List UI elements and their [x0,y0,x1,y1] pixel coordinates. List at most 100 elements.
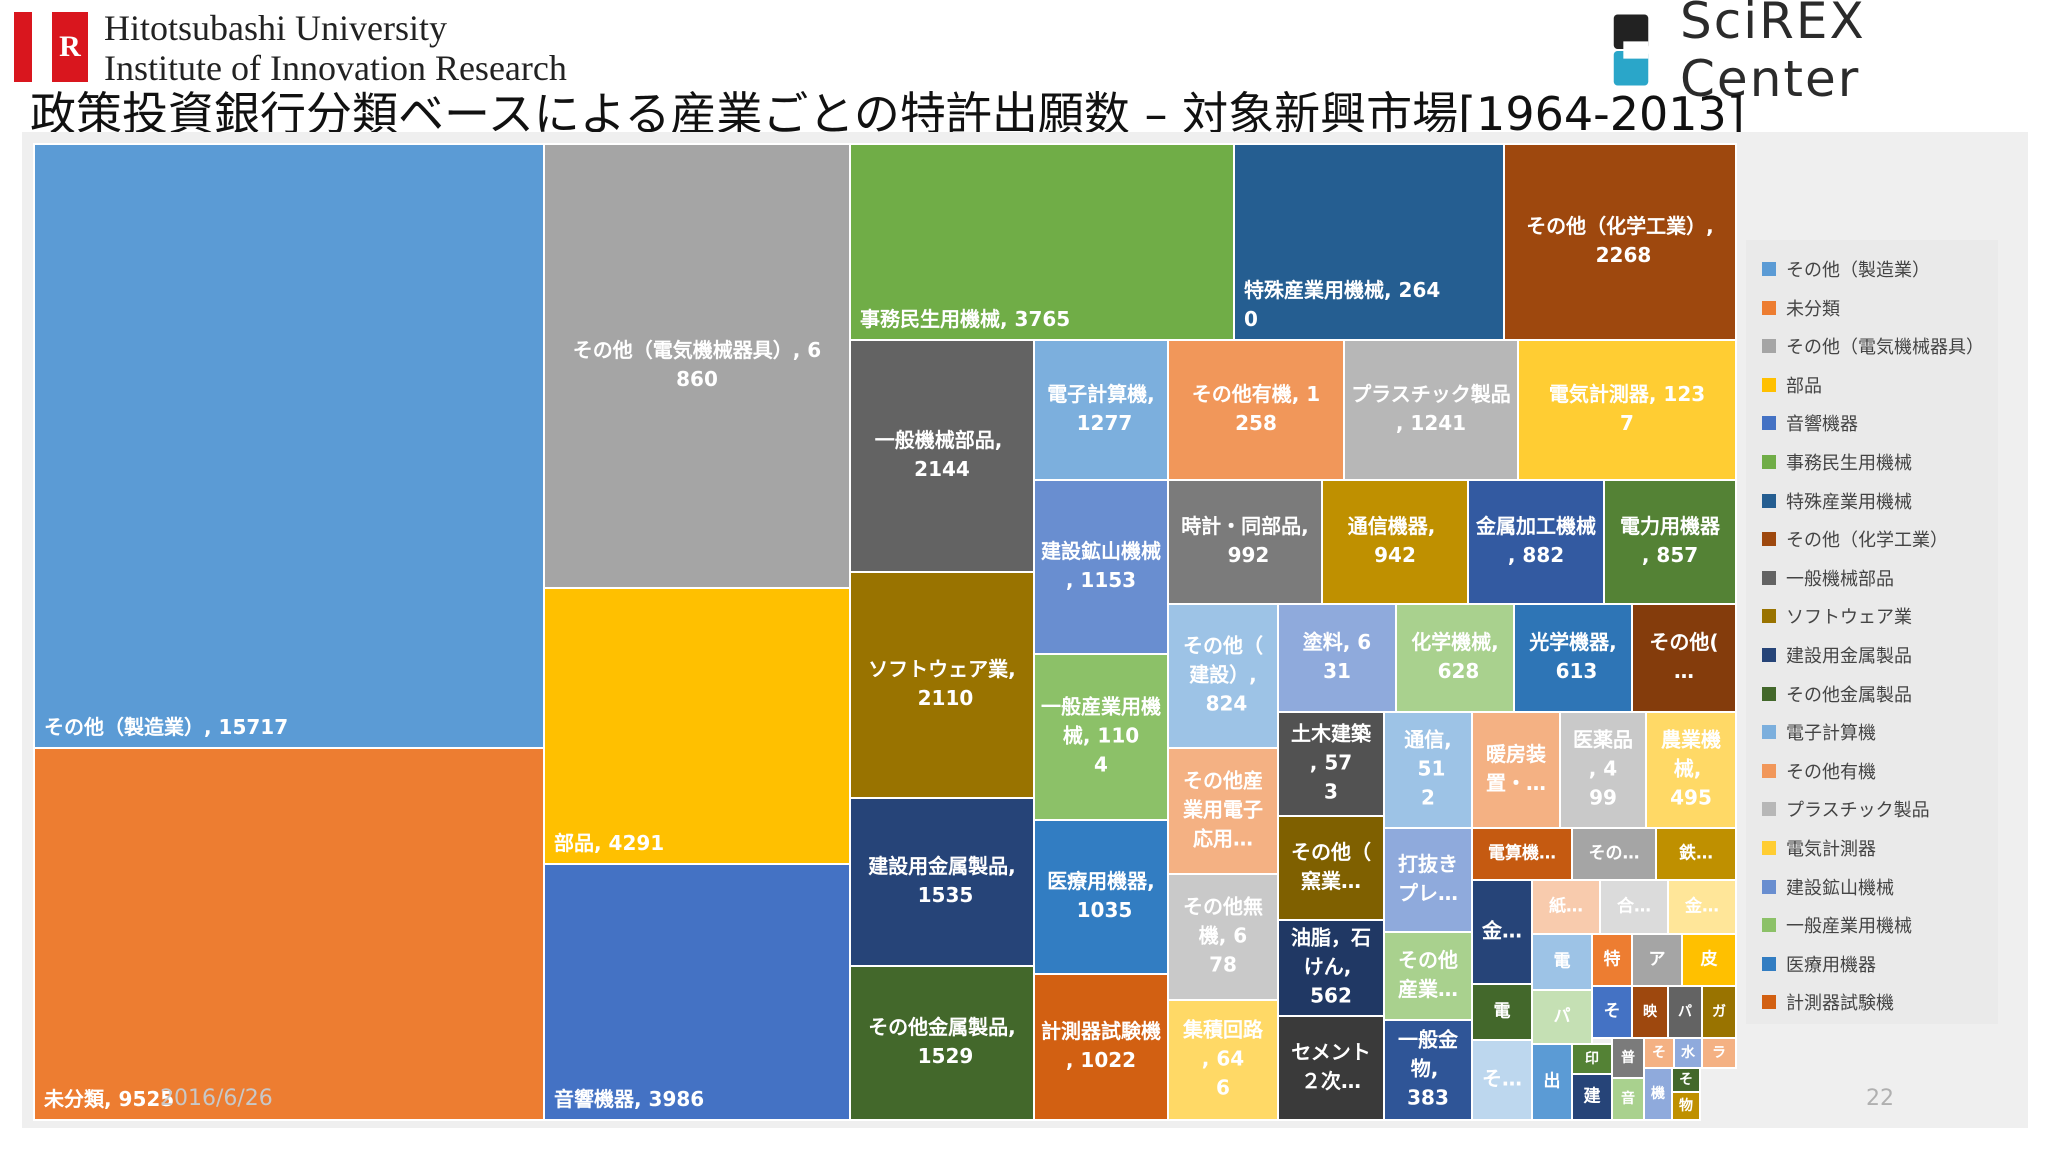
page-number: 22 [1866,1086,1894,1111]
legend-swatch [1762,262,1776,276]
treemap-tile [1383,827,1473,933]
legend-swatch [1762,339,1776,354]
legend-label: その他（化学工業） [1786,530,1948,552]
treemap-tile [1571,1043,1613,1075]
center-name: SciREX Center [1680,0,1866,108]
tile-label: 塗料, 6 31 [1303,630,1371,683]
tile-label: 建 [1584,1086,1601,1107]
legend-item: 未分類 [1762,293,1840,323]
tile-label: その他（製造業）, 15717 [44,715,288,739]
treemap-tile [1167,479,1323,605]
treemap-tile [1671,1091,1701,1121]
legend-label: 音響機器 [1786,414,1858,436]
treemap-tile [543,143,851,589]
tile-label: 計測器試験機, 1022 [1041,1019,1161,1072]
tile-label: 電子計算機, 1277 [1047,382,1155,435]
legend-item: 一般機械部品 [1762,563,1894,593]
tile-label: そ [1652,1045,1666,1061]
tile-label: その他金属製品, 1529 [868,1015,1016,1068]
tile-label: 出 [1544,1071,1561,1092]
tile-label: 土木建築, 57 3 [1291,722,1372,804]
tile-label: ア [1649,950,1666,970]
legend-item: ソフトウェア業 [1762,601,1912,631]
tile-label: 時計・同部品, 992 [1181,514,1309,567]
legend-swatch [1762,493,1776,508]
tile-label: 油脂，石けん, 562 [1291,926,1371,1008]
tile-label: 紙… [1549,896,1583,917]
legend-swatch [1762,956,1776,971]
treemap-tile [543,587,851,865]
treemap-tile [1571,827,1657,881]
slide-date: 2016/6/26 [160,1086,273,1111]
university-name: Hitotsubashi University [104,8,447,48]
legend-label: その他（電気機械器具） [1786,337,1984,359]
tile-label: 合… [1617,896,1651,917]
legend-swatch [1762,609,1776,624]
legend-item: 特殊産業用機械 [1762,486,1912,516]
treemap-tile [849,797,1035,967]
tile-label: 医療用機器, 1035 [1047,869,1155,922]
legend-label: 計測器試験機 [1786,993,1894,1015]
legend-item: 医療用機器 [1762,949,1876,979]
treemap-tile [849,143,1235,341]
treemap-canvas: その他（製造業）, 15717 未分類, 9525 その他（電気機械器具）, 6 86… [33,143,1737,1121]
tile-label: 映 [1643,1004,1658,1020]
tile-label: 音響機器, 3986 [554,1087,704,1111]
treemap-tile [1033,479,1169,655]
tile-label: 事務民生用機械, 3765 [860,307,1070,331]
treemap-tile [1471,1039,1533,1121]
treemap-tile [1643,1037,1675,1069]
treemap-tile [1277,711,1385,817]
scirex-logo: SciREX Center [1608,0,2048,108]
tile-label: 印 [1585,1050,1599,1067]
treemap-tile [33,747,545,1121]
treemap-tile [1467,479,1605,605]
legend-swatch [1762,416,1776,431]
treemap-tile [1513,603,1633,713]
legend-label: その他金属製品 [1786,684,1912,706]
treemap-tile [1673,1037,1703,1069]
tile-label: 通信機器, 942 [1348,514,1443,567]
tile-label: 音 [1621,1090,1635,1107]
tile-label: 一般機械部品, 2144 [875,428,1010,481]
legend-swatch [1762,918,1776,933]
treemap-tile [1277,919,1385,1017]
legend-item: 建設鉱山機械 [1762,872,1894,902]
legend-swatch [1762,879,1776,894]
tile-label: 医薬品, 4 99 [1573,728,1633,810]
legend-item: 一般産業用機械 [1762,910,1912,940]
tile-label: 通信, 51 2 [1404,728,1452,810]
legend-label: 建設鉱山機械 [1786,877,1894,899]
treemap-tile [1033,819,1169,975]
scirex-mark-icon [1613,14,1649,86]
tile-label: 光学機器, 613 [1528,630,1617,683]
treemap-tile [1383,931,1473,1021]
tile-label: その他無機, 6 78 [1183,895,1263,977]
legend-label: 一般機械部品 [1786,568,1894,590]
tile-label: 機 [1651,1085,1665,1102]
treemap-tile [849,965,1035,1121]
legend-item: その他（電気機械器具） [1762,331,1984,361]
tile-label: 皮 [1701,949,1718,970]
legend-label: 医療用機器 [1786,954,1876,976]
legend-label: 建設用金属製品 [1786,646,1912,667]
legend-item: その他（製造業） [1762,254,1930,284]
legend-swatch [1762,841,1776,855]
treemap-tile [1277,1015,1385,1121]
tile-label: 電 [1494,1002,1511,1022]
tile-label: 集積回路, 64 6 [1182,1018,1264,1100]
treemap-tile [1517,339,1737,481]
tile-label: その他（建設）, 824 [1183,634,1263,716]
tile-label: そ [1604,1002,1621,1022]
legend-swatch [1762,763,1776,778]
tile-label: そ… [1482,1067,1522,1091]
tile-label: その他産業用電子応用… [1183,769,1263,851]
hitotsubashi-logo: R [14,12,88,82]
treemap-tile [1701,1037,1737,1069]
treemap-tile [1471,983,1533,1041]
tile-label: ラ [1712,1045,1726,1061]
legend-label: 電気計測器 [1786,839,1876,860]
tile-label: 農業機械, 495 [1661,728,1721,810]
tile-label: 金… [1684,896,1719,917]
tile-label: 一般金物, 383 [1398,1028,1459,1110]
